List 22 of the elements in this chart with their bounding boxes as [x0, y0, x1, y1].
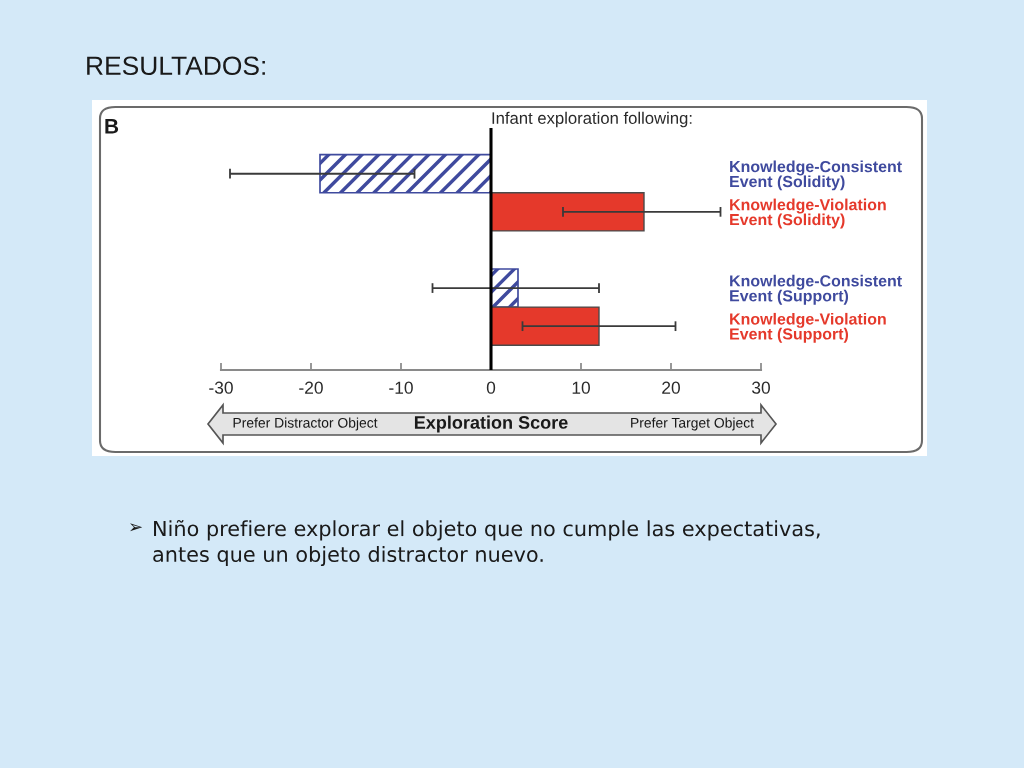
x-tick-label: 10 — [572, 381, 590, 394]
x-tick-label: -10 — [389, 381, 413, 394]
chart-subtitle: Infant exploration following: — [492, 111, 692, 128]
bar — [490, 192, 645, 232]
bar — [319, 153, 492, 194]
y-tick-label: Knowledge-Violation Event (Solidity) — [730, 198, 886, 229]
chart-title: RESULTADOS: — [87, 56, 265, 76]
x-tick-label: -20 — [299, 381, 323, 394]
y-tick-label: Knowledge-Violation Event (Support) — [730, 312, 886, 343]
y-tick-label: Knowledge-Consistent Event (Solidity) — [730, 160, 902, 191]
text: ➢ — [130, 523, 143, 532]
text: Prefer Target Object — [631, 417, 754, 431]
text: Prefer Distractor Object — [233, 417, 378, 431]
x-tick-label: 20 — [662, 381, 680, 394]
x-tick-label: 30 — [752, 381, 770, 394]
x-axis-title: Exploration Score — [414, 415, 568, 433]
bar — [490, 306, 600, 346]
text: B — [105, 119, 119, 134]
y-tick-label: Knowledge-Consistent Event (Support) — [730, 274, 902, 305]
x-tick-label: -30 — [209, 381, 233, 394]
x-tick-label: 0 — [486, 381, 496, 394]
text: Niño prefiere explorar el objeto que no cumple las expectativas, antes que un objeto distractor nuevo. — [153, 519, 820, 567]
